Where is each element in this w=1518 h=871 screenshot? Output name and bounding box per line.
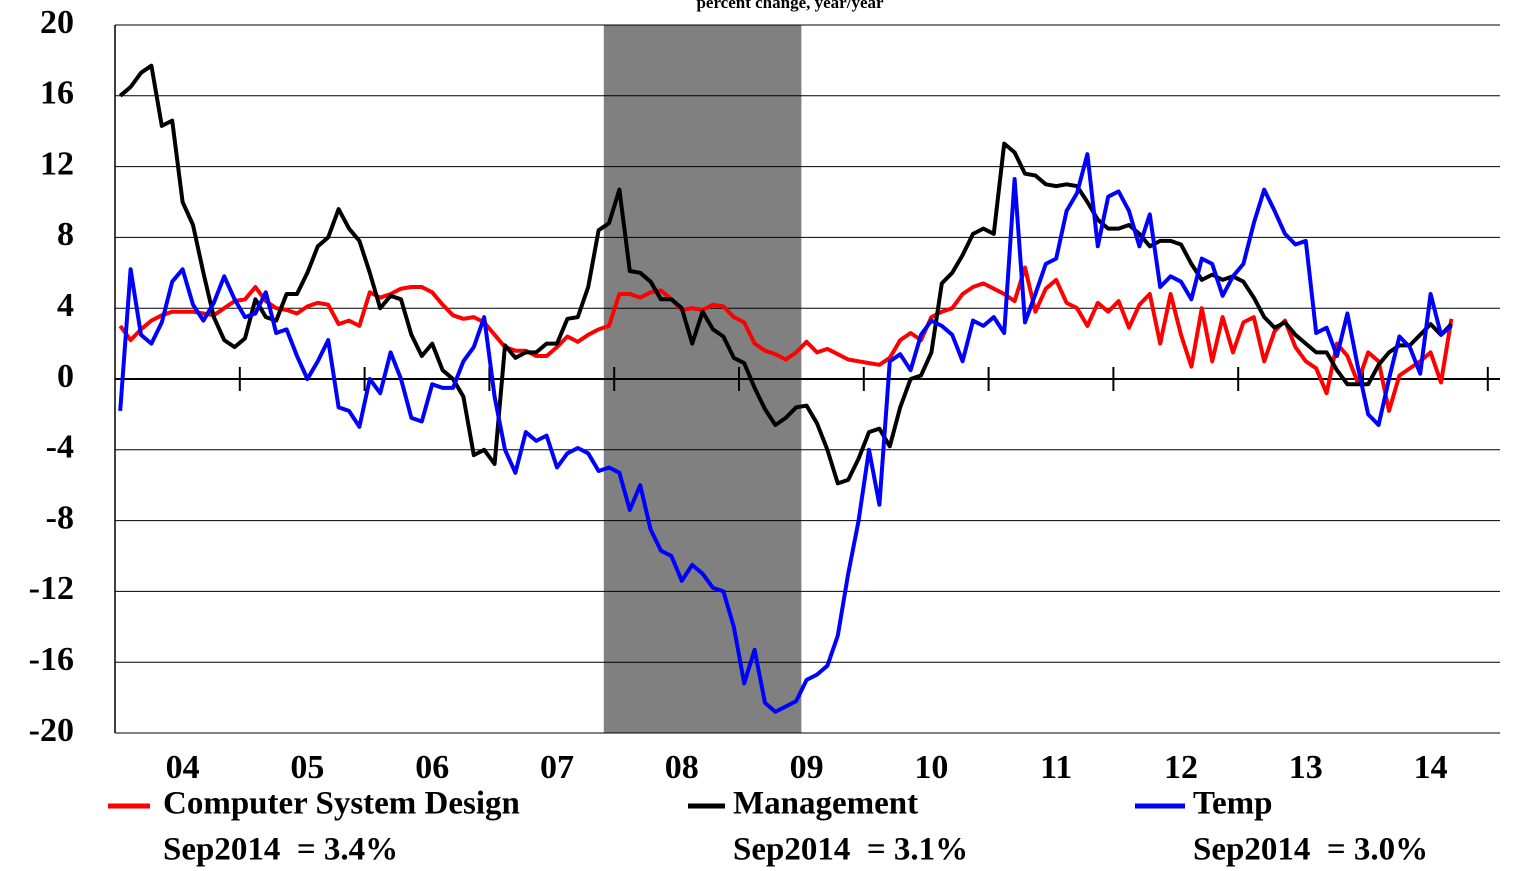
x-tick-label: 09 — [790, 749, 824, 786]
x-tick-label: 14 — [1414, 749, 1448, 786]
x-tick-label: 06 — [415, 749, 449, 786]
y-tick-label: -12 — [29, 570, 74, 607]
y-tick-label: -4 — [46, 429, 74, 466]
y-tick-label: -16 — [29, 641, 74, 678]
y-tick-label: 8 — [57, 216, 74, 253]
chart-subtitle: percent change, year/year — [696, 0, 884, 12]
y-tick-label: -20 — [29, 712, 74, 749]
series-line — [118, 265, 1454, 413]
x-tick-label: 11 — [1040, 749, 1072, 786]
series-line — [118, 63, 1453, 486]
y-tick-label: 0 — [57, 358, 74, 395]
legend-note: Sep2014 = 3.0% — [1193, 832, 1428, 868]
x-tick-label: 07 — [540, 749, 574, 786]
legend-note: Sep2014 = 3.1% — [733, 832, 968, 868]
y-tick-label: 12 — [40, 145, 74, 182]
series-line — [118, 152, 1453, 714]
x-tick-label: 13 — [1289, 749, 1323, 786]
x-tick-label: 08 — [665, 749, 699, 786]
legend-label: Temp — [1193, 786, 1272, 822]
legend-note: Sep2014 = 3.4% — [163, 832, 398, 868]
y-tick-label: 16 — [40, 75, 74, 112]
x-tick-label: 10 — [914, 749, 948, 786]
x-tick-label: 12 — [1164, 749, 1198, 786]
y-tick-label: -8 — [46, 499, 74, 536]
legend-label: Computer System Design — [163, 786, 520, 822]
x-tick-label: 04 — [166, 749, 200, 786]
y-tick-label: 20 — [40, 4, 74, 41]
y-tick-label: 4 — [57, 287, 74, 324]
x-tick-label: 05 — [290, 749, 324, 786]
legend-label: Management — [733, 786, 918, 822]
